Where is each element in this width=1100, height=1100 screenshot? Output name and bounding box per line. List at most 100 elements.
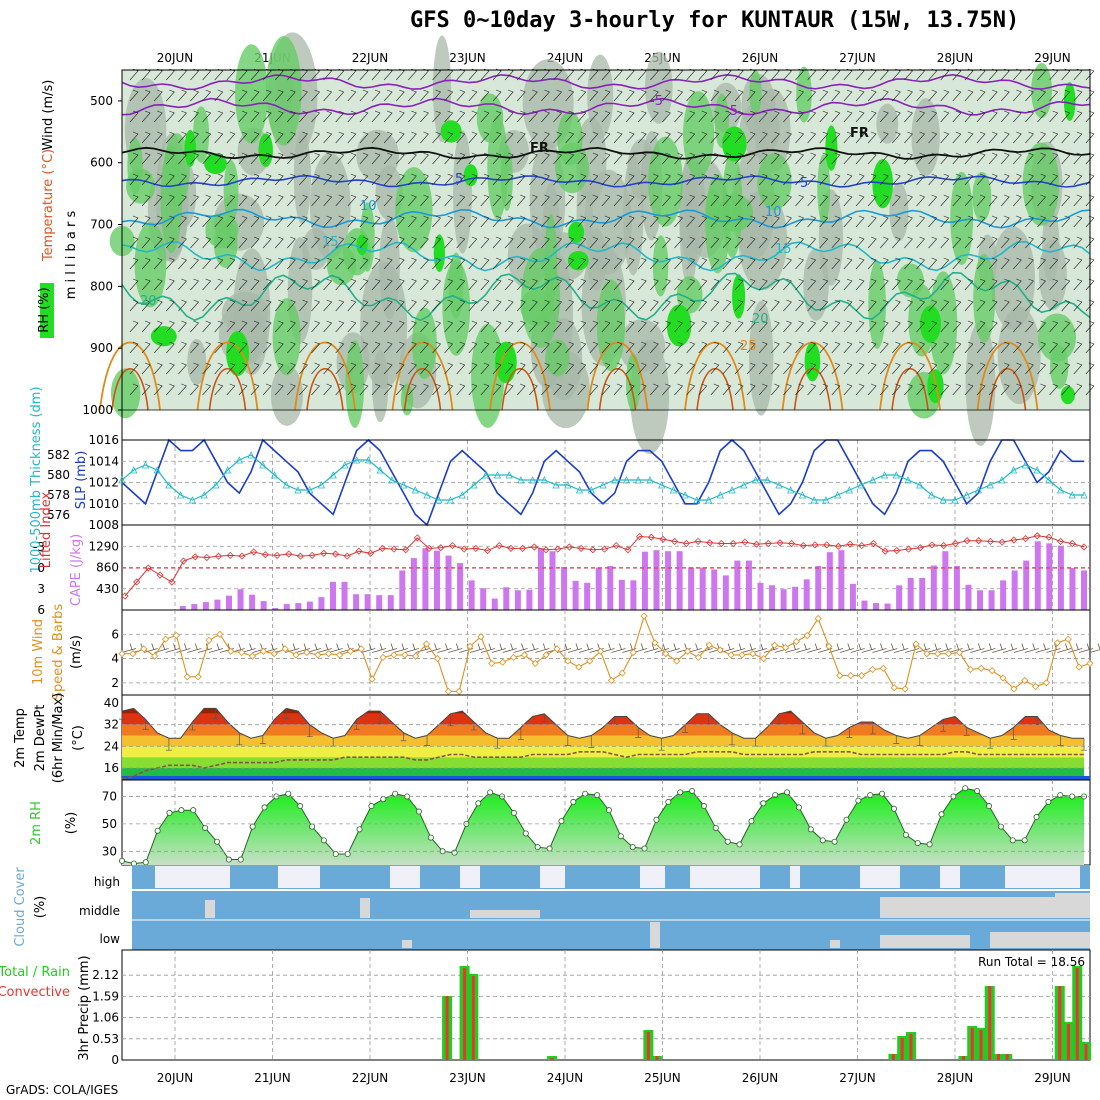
wind-barb — [637, 236, 647, 249]
wind-speed-point — [335, 651, 344, 659]
middle-cloud-patch — [880, 897, 1090, 918]
wind-barb — [504, 89, 514, 102]
wind-barb — [323, 362, 333, 375]
cape-bar — [653, 550, 660, 610]
wind-barb — [565, 194, 575, 207]
lifted-index-tick: 0 — [37, 561, 45, 575]
surface-wind-barb — [741, 643, 757, 653]
cape-bar — [1081, 570, 1087, 610]
lifted-index-tick: -3 — [33, 540, 45, 554]
temp-minmax-bar — [353, 719, 360, 730]
wind-barb — [758, 257, 768, 270]
precip-axis-label: 3hr Precip (mm) — [77, 955, 92, 1060]
wind-barb — [964, 362, 974, 375]
thickness-point — [399, 481, 408, 489]
wind-barb — [843, 362, 853, 375]
rh-point — [807, 826, 814, 833]
wind-barb — [1073, 257, 1083, 270]
wind-barb — [892, 341, 901, 354]
wind-barb — [601, 257, 611, 270]
wind-barb — [879, 362, 889, 375]
wind-barb — [432, 89, 442, 102]
wind-speed-point — [281, 645, 289, 653]
wind-barb — [383, 257, 393, 270]
rh-point — [1033, 814, 1040, 821]
lifted-index-point — [589, 546, 597, 554]
pressure-tick: 600 — [90, 156, 113, 170]
wind-barb — [928, 131, 938, 144]
wind-barb — [226, 131, 236, 144]
wind-speed-point — [792, 638, 800, 646]
wind-barb — [1037, 299, 1047, 312]
wind-barb — [819, 383, 829, 396]
wind-barb — [662, 383, 671, 396]
wind-barb — [1049, 320, 1059, 333]
temp-minmax-bar — [893, 735, 900, 744]
wind-speed-point — [847, 672, 855, 680]
rh-point — [1045, 798, 1052, 805]
wind-barb — [710, 131, 720, 144]
rh-contour-green — [929, 271, 958, 375]
wind-barb — [420, 278, 429, 291]
wind-barb — [202, 152, 212, 165]
wind-barb — [1061, 194, 1071, 207]
lifted-index-point — [694, 537, 702, 545]
cape-bar — [769, 585, 776, 610]
wind-barb — [904, 278, 913, 291]
wind-barb — [420, 89, 429, 102]
wind-barb — [516, 131, 526, 144]
rh-contour-green — [272, 298, 301, 376]
wind-barb — [1085, 383, 1095, 396]
wind-speed-point — [923, 650, 931, 658]
convective-bar — [445, 996, 449, 1060]
wind-barb — [371, 257, 381, 270]
lifted-index-point — [507, 544, 515, 552]
thickness-tick: 576 — [47, 508, 70, 522]
wind-barb — [456, 299, 466, 312]
cape-bar — [896, 585, 903, 610]
surface-wind-barb — [752, 643, 767, 653]
wind-barb — [686, 110, 696, 123]
wind-barb — [1049, 257, 1059, 270]
wind-barb — [238, 173, 248, 186]
wind-barb — [383, 341, 393, 354]
cape-bar — [930, 565, 937, 610]
surface-wind-barb — [839, 643, 854, 653]
wind-barb — [371, 131, 381, 144]
thickness-point — [963, 491, 971, 499]
wind-barb — [153, 173, 163, 186]
lifted-index-point — [565, 543, 573, 551]
thickness-point — [1045, 476, 1053, 484]
wind-barb — [178, 236, 187, 249]
wind-barb — [1013, 131, 1022, 144]
rh-point — [724, 838, 731, 845]
wind-barb — [299, 152, 308, 165]
wind-barb — [335, 362, 345, 375]
wind-barb — [323, 236, 333, 249]
wind-speed-point — [140, 645, 148, 653]
wind-barb — [553, 236, 563, 249]
wind-barb — [831, 194, 841, 207]
wind-barb — [1013, 341, 1022, 354]
cape-bar — [977, 590, 984, 610]
wind-barb — [637, 152, 647, 165]
wind-speed-point — [379, 653, 387, 661]
rh-point — [546, 845, 553, 852]
wind-barb — [468, 341, 478, 354]
wind-barb — [1013, 152, 1022, 165]
wind-barb — [686, 257, 696, 270]
isotherm-25-bump — [586, 341, 649, 411]
precip-tick: 1.59 — [92, 989, 119, 1003]
dewpoint-axis-label: 2m DewPt — [33, 705, 48, 772]
wind-barb — [843, 236, 853, 249]
wind-barb — [1013, 194, 1022, 207]
wind-barb — [831, 320, 841, 333]
wind-barb — [831, 257, 841, 270]
cape-bar — [353, 594, 360, 610]
thickness-point — [317, 481, 326, 489]
wind-barb — [940, 362, 950, 375]
thickness-point — [259, 461, 267, 469]
lifted-index-point — [741, 538, 749, 546]
wind-barb — [202, 320, 212, 333]
